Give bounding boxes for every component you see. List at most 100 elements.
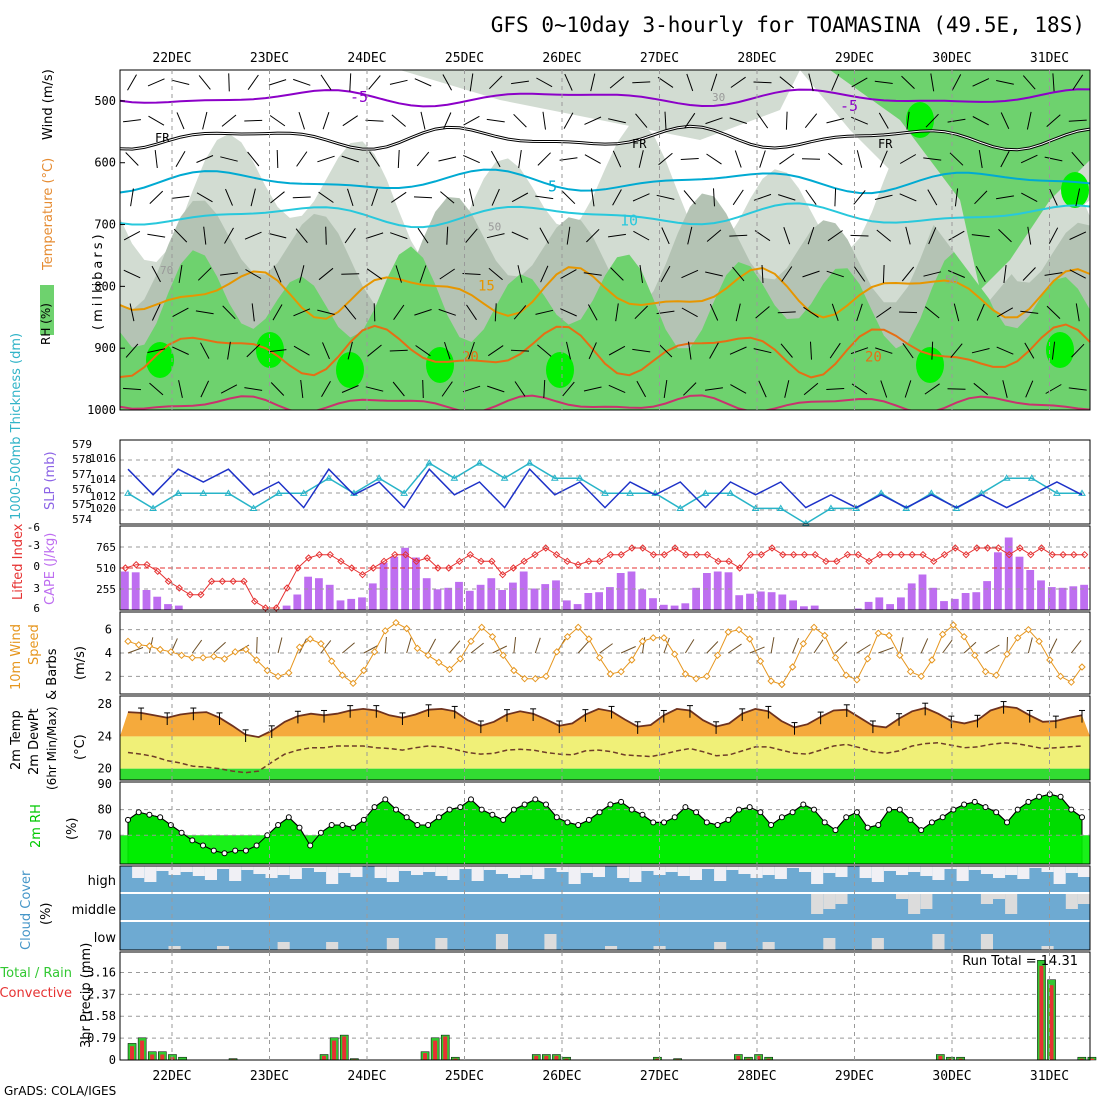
cloud-high-clear bbox=[471, 866, 484, 881]
wind-barb bbox=[440, 191, 455, 204]
day-label-bottom: 22DEC bbox=[152, 1069, 191, 1084]
cloud-mid-clear bbox=[811, 894, 824, 914]
wind10-barb bbox=[663, 637, 670, 654]
wind10-marker bbox=[499, 651, 507, 660]
cloud-high-clear bbox=[968, 866, 981, 870]
cape-bar bbox=[670, 605, 679, 610]
li-marker bbox=[671, 544, 679, 552]
wind-barb bbox=[803, 306, 819, 318]
li-marker bbox=[348, 564, 356, 572]
rh2m-marker bbox=[1025, 798, 1032, 805]
li-marker bbox=[639, 544, 647, 552]
li-tick: -3 bbox=[27, 539, 40, 552]
rh2m-marker bbox=[510, 806, 517, 813]
wind10-barb bbox=[620, 646, 636, 654]
wind-barb bbox=[1051, 341, 1056, 360]
cape-bar bbox=[886, 604, 894, 610]
rh2m-marker bbox=[489, 811, 496, 818]
day-labels-bottom: 22DEC 23DEC 24DEC 25DEC 26DEC 27DEC 28DEC 29DEC… bbox=[152, 1069, 1069, 1084]
wind-barb bbox=[735, 303, 741, 322]
rh2m-marker bbox=[585, 816, 592, 823]
wind-barb bbox=[755, 306, 770, 319]
cloud-high-clear bbox=[738, 866, 751, 874]
wind-barb bbox=[657, 76, 674, 88]
li-tick: 0 bbox=[33, 560, 40, 573]
cape-bar bbox=[627, 571, 636, 610]
wind-barb bbox=[566, 341, 571, 360]
wind-barb bbox=[414, 309, 432, 316]
wind10-barb bbox=[878, 647, 894, 654]
wind-barb bbox=[318, 267, 334, 281]
wind10-barb bbox=[770, 637, 775, 654]
rh-label: 30 bbox=[712, 91, 725, 104]
wind10-marker bbox=[617, 667, 625, 676]
temp-label: Temperature (°C) bbox=[41, 158, 56, 271]
wind-barb bbox=[513, 305, 527, 320]
wind-frame bbox=[119, 611, 1091, 695]
precip-convective-bar bbox=[1079, 1058, 1084, 1060]
rh-legend-swatch bbox=[40, 285, 54, 335]
li-marker bbox=[1037, 544, 1046, 552]
wind-barb bbox=[365, 232, 384, 239]
li-marker bbox=[757, 550, 765, 559]
wind-barb bbox=[543, 379, 546, 399]
wind-barb bbox=[247, 151, 260, 167]
wind-barb bbox=[176, 112, 185, 130]
cloud-high-clear bbox=[447, 866, 460, 880]
wind-barb bbox=[807, 226, 815, 245]
rh2m-marker bbox=[661, 819, 667, 826]
rh2m-marker bbox=[275, 822, 282, 828]
cloud-high-clear bbox=[495, 866, 508, 874]
rh2m-marker bbox=[971, 798, 978, 805]
day-label-top: 23DEC bbox=[250, 51, 289, 66]
isotherm-label: 5 bbox=[548, 177, 557, 195]
wind-barb bbox=[446, 226, 449, 245]
cape-bar bbox=[1004, 537, 1013, 610]
rh2m-marker bbox=[414, 822, 421, 828]
day-label-bottom: 30DEC bbox=[932, 1069, 971, 1084]
cloud-high-clear bbox=[532, 866, 545, 879]
wind10-barb bbox=[792, 638, 800, 654]
wind-barb bbox=[325, 226, 327, 245]
wind-barb bbox=[251, 303, 255, 322]
rh2m-marker bbox=[478, 806, 485, 813]
wind-barb bbox=[923, 271, 942, 277]
wind-barb bbox=[612, 150, 622, 168]
temp2m-label-3: (6hr Min/Max) bbox=[45, 707, 59, 791]
rh2m-marker bbox=[500, 816, 507, 823]
rh2m-marker bbox=[843, 814, 850, 821]
cape-bar bbox=[476, 584, 485, 610]
li-tick: -6 bbox=[27, 521, 40, 534]
wind-barb bbox=[246, 344, 261, 358]
rh2m-marker bbox=[564, 819, 571, 826]
thickness-marker bbox=[299, 489, 308, 496]
isotherm-label: FR bbox=[155, 131, 170, 145]
cloud-mid-clear bbox=[1005, 894, 1018, 914]
cloud-mid-clear bbox=[908, 894, 921, 914]
precip-convective-bar bbox=[554, 1055, 559, 1060]
wind10-marker bbox=[831, 653, 840, 662]
cloud-high-clear bbox=[908, 866, 921, 872]
isotherm-20 bbox=[119, 323, 1091, 379]
cloud-high-clear bbox=[859, 866, 872, 878]
li-marker bbox=[574, 560, 582, 569]
cloud-high-clear bbox=[423, 866, 436, 872]
li-marker bbox=[617, 550, 625, 559]
cloud-high-clear bbox=[338, 866, 351, 873]
day-label-top: 22DEC bbox=[152, 51, 191, 66]
wind-barb bbox=[1000, 150, 1010, 168]
rh2m-marker bbox=[382, 796, 389, 803]
wind-barb bbox=[299, 265, 305, 283]
wind-barb bbox=[1000, 112, 1010, 130]
wind-barb bbox=[590, 73, 596, 92]
wind-barb bbox=[633, 230, 650, 241]
cape-bar bbox=[972, 592, 981, 610]
cape-bar bbox=[756, 591, 765, 610]
rh2m-marker bbox=[886, 806, 893, 813]
cloud-high-clear bbox=[580, 866, 593, 873]
rh2m-marker bbox=[650, 819, 657, 826]
precip-label: 3hr Precip (mm) bbox=[79, 943, 94, 1048]
li-marker bbox=[908, 550, 916, 559]
wind10-barb bbox=[191, 639, 203, 654]
wind-barb bbox=[517, 265, 523, 283]
